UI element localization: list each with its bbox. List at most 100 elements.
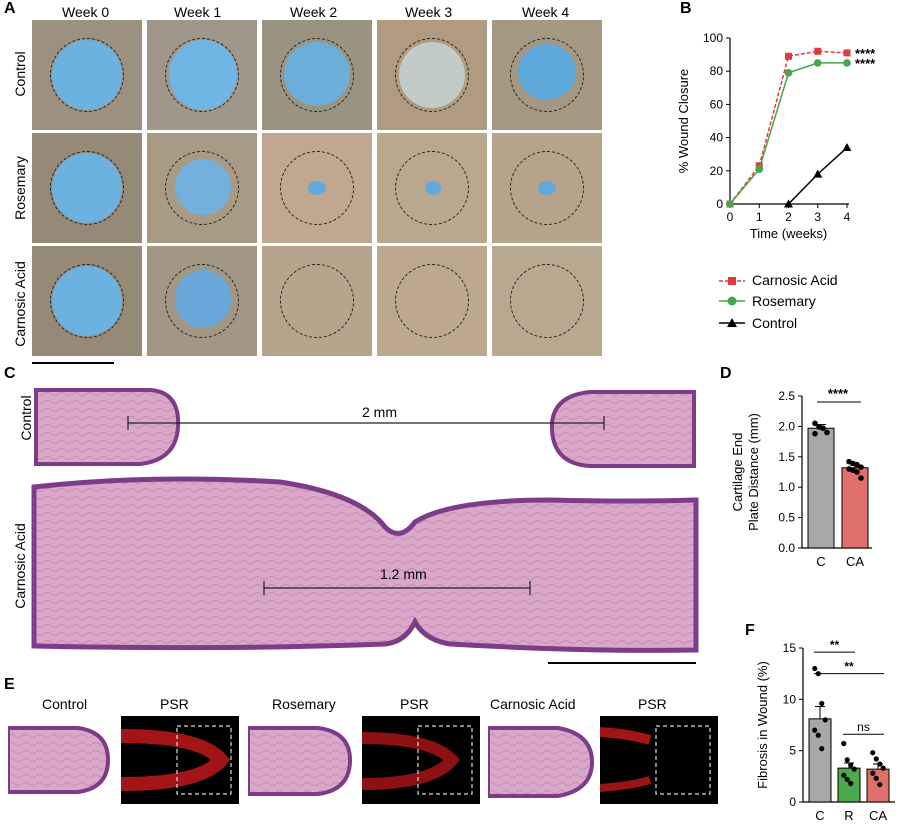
x-tick-label: C (816, 554, 825, 569)
data-point (858, 464, 864, 470)
row-label-c-carnosic-acid: Carnosic Acid (12, 523, 28, 609)
e-label-carnosic-acid: Carnosic Acid (490, 696, 576, 712)
y-axis-label-line2: Plate Distance (mm) (746, 413, 761, 531)
y-axis-label: Fibrosis in Wound (%) (755, 661, 770, 789)
he-image-control (8, 726, 111, 794)
data-point (784, 69, 793, 77)
x-tick-label: 3 (814, 210, 821, 224)
data-point (726, 200, 734, 208)
comparison-label: ** (830, 638, 840, 652)
x-tick-label: 0 (727, 210, 734, 224)
wound-photo (147, 246, 257, 356)
bar-c (808, 718, 832, 803)
data-point (844, 757, 850, 763)
data-point (812, 430, 818, 437)
y-tick-label: 0 (716, 197, 723, 211)
measure-label-control: 2 mm (362, 404, 397, 420)
y-tick-label: 5 (789, 744, 796, 758)
data-point (819, 700, 825, 707)
wound-photo (147, 20, 257, 130)
y-tick-label: 80 (710, 64, 724, 78)
data-point (877, 761, 883, 767)
x-axis-label: Time (weeks) (750, 226, 828, 241)
y-tick-label: 0.0 (778, 541, 795, 555)
e-label-psr-3: PSR (638, 696, 667, 712)
panel-letter-e: E (4, 676, 15, 693)
measure-label-ca: 1.2 mm (380, 566, 427, 582)
psr-image-rosemary (362, 716, 480, 804)
psr-image-control (121, 716, 239, 804)
data-point (858, 475, 864, 481)
data-point (848, 780, 854, 787)
significance-label: **** (828, 386, 849, 401)
data-point (843, 49, 851, 57)
y-tick-label: 2.5 (778, 389, 795, 403)
significance-label: **** (855, 56, 876, 71)
series-line-carnosic-acid (729, 50, 848, 205)
he-image-rosemary (248, 726, 353, 796)
data-point (870, 770, 876, 776)
data-point (814, 47, 822, 55)
data-point (873, 775, 879, 781)
data-point (842, 143, 852, 152)
legend-marker-rosemary (727, 296, 737, 306)
x-tick-label: CA (846, 554, 864, 569)
data-point (815, 732, 821, 738)
wound-photo (32, 246, 142, 356)
data-point (880, 765, 886, 771)
row-label-carnosic-acid: Carnosic Acid (12, 261, 28, 347)
wound-photo (377, 246, 487, 356)
data-point (873, 756, 879, 762)
data-point (843, 59, 851, 67)
e-label-control: Control (42, 696, 88, 712)
x-tick-label: R (844, 808, 853, 823)
data-point (819, 746, 825, 752)
data-point (812, 727, 818, 733)
col-label-week2: Week 2 (290, 4, 338, 20)
e-label-psr-1: PSR (160, 696, 189, 712)
y-axis-label: % Wound Closure (676, 69, 691, 174)
data-point (824, 429, 830, 436)
x-tick-label: 4 (844, 210, 851, 224)
row-label-rosemary: Rosemary (12, 156, 28, 220)
series-line-rosemary (729, 62, 847, 205)
bar-c (807, 427, 835, 549)
col-label-week0: Week 0 (62, 4, 110, 20)
e-label-rosemary: Rosemary (272, 696, 336, 712)
wound-photo (492, 246, 602, 356)
data-point (820, 425, 826, 432)
panel-letter-b: B (680, 0, 692, 17)
chart-b: 0 20 40 60 80 100 0 1 2 3 4 Time (weeks) % Wound Clo… (676, 31, 876, 241)
data-point (755, 165, 764, 173)
data-point (822, 717, 828, 723)
panel-letter-f: F (745, 622, 755, 639)
data-point (784, 199, 793, 208)
data-point (854, 469, 860, 475)
wound-photo (377, 133, 487, 243)
histology-c (31, 388, 699, 653)
chart-f: 0 5 10 15 Fibrosis in Wound (%) C R CA ** ** ns (755, 638, 895, 823)
panel-letter-d: D (720, 365, 732, 382)
wound-photo (262, 20, 372, 130)
legend-marker-control (727, 318, 737, 327)
psr-image-carnosic-acid (600, 716, 718, 804)
wound-photo (262, 133, 372, 243)
comparison-label: ** (844, 660, 854, 674)
y-tick-label: 1.0 (778, 480, 795, 494)
legend-b-markers (719, 277, 745, 327)
x-tick-label: 2 (785, 210, 792, 224)
y-tick-label: 15 (783, 641, 797, 655)
y-tick-label: 0 (789, 795, 796, 809)
tissue-control-left (34, 388, 181, 466)
tissue-carnosic-acid (31, 476, 699, 653)
y-axis-label-line1: Cartilage End (730, 433, 745, 512)
x-tick-label: 1 (756, 210, 763, 224)
data-point (785, 52, 792, 60)
he-image-carnosic-acid (488, 726, 595, 798)
x-tick-label: C (815, 808, 824, 823)
data-point (851, 766, 857, 772)
wound-photo (492, 133, 602, 243)
y-tick-label: 40 (710, 131, 724, 145)
col-label-week1: Week 1 (174, 4, 222, 20)
